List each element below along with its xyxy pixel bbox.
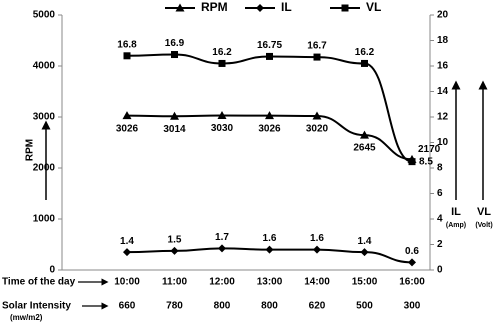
- solar-value: 780: [166, 301, 183, 312]
- point: [361, 59, 368, 67]
- point: [313, 245, 321, 254]
- y2-tick-label: 2: [437, 239, 443, 250]
- y-tick-label: 2000: [33, 163, 56, 174]
- y-tick-label: 1000: [33, 214, 56, 225]
- y-axis-label: RPM: [25, 139, 36, 161]
- data-label: 16.75: [257, 40, 282, 51]
- point: [218, 244, 226, 253]
- y-tick-label: 4000: [33, 61, 56, 72]
- point: [218, 59, 226, 67]
- y2-label: VL: [477, 206, 491, 218]
- x-tick-label: 15:00: [352, 277, 378, 288]
- point: [256, 4, 264, 12]
- data-label: 16.8: [117, 39, 137, 50]
- y2-tick-label: 10: [437, 137, 449, 148]
- point: [266, 52, 273, 60]
- data-label: 16.9: [165, 38, 185, 49]
- data-label: 1.6: [263, 233, 277, 244]
- y2-tick-label: 14: [437, 86, 449, 97]
- point: [360, 130, 369, 139]
- point: [122, 111, 132, 120]
- point: [217, 110, 227, 119]
- data-label: 8.5: [419, 156, 433, 167]
- point: [171, 51, 178, 59]
- point: [265, 245, 274, 254]
- y2-unit: (Amp): [446, 222, 466, 229]
- x-tick-label: 16:00: [399, 277, 425, 288]
- x-tick-label: 11:00: [162, 277, 187, 288]
- point: [408, 258, 416, 267]
- data-label: 3030: [211, 123, 234, 134]
- x-tick-label: 10:00: [114, 277, 140, 288]
- y2-unit: (Volt): [475, 222, 492, 229]
- solar-label: Solar Intensity: [2, 301, 71, 312]
- data-label: 2645: [353, 143, 376, 154]
- data-label: 3026: [258, 123, 281, 134]
- data-label: 1.4: [120, 236, 134, 247]
- solar-value: 800: [261, 301, 278, 312]
- y-tick-label: 5000: [33, 10, 56, 21]
- y-tick-label: 3000: [33, 112, 56, 123]
- y2-tick-label: 8: [437, 163, 443, 174]
- point: [265, 111, 274, 120]
- solar-value: 500: [356, 301, 373, 312]
- y2-label: IL: [451, 206, 461, 218]
- point: [312, 111, 322, 120]
- x-tick-label: 13:00: [257, 277, 283, 288]
- data-label: 1.6: [310, 233, 324, 244]
- point: [313, 53, 321, 61]
- data-label: 3026: [116, 123, 139, 134]
- data-label: 0.6: [405, 246, 419, 257]
- legend-label: VL: [366, 0, 381, 14]
- data-label: 3014: [163, 124, 186, 135]
- data-label: 3020: [306, 124, 329, 135]
- point: [170, 111, 179, 120]
- point: [341, 4, 349, 12]
- y-tick-label: 0: [49, 265, 55, 276]
- point: [408, 158, 416, 166]
- solar-unit: (mw/m2): [10, 313, 43, 322]
- data-label: 16.2: [212, 47, 232, 58]
- point: [360, 248, 369, 257]
- legend-label: RPM: [201, 0, 228, 14]
- solar-value: 660: [119, 301, 136, 312]
- legend-label: IL: [281, 0, 292, 14]
- y2-tick-label: 0: [437, 265, 443, 276]
- y2-tick-label: 12: [437, 112, 449, 123]
- solar-value: 620: [309, 301, 326, 312]
- y2-tick-label: 18: [437, 35, 449, 46]
- data-label: 2170: [418, 144, 441, 155]
- point: [175, 3, 185, 12]
- data-label: 16.7: [307, 41, 327, 52]
- x-tick-label: 14:00: [304, 277, 330, 288]
- point: [123, 248, 131, 257]
- y2-tick-label: 16: [437, 61, 449, 72]
- y2-tick-label: 4: [437, 214, 443, 225]
- point: [170, 246, 179, 255]
- data-label: 1.7: [215, 232, 229, 243]
- data-label: 16.2: [355, 47, 375, 58]
- data-label: 1.4: [358, 236, 372, 247]
- y2-tick-label: 20: [437, 10, 449, 21]
- point: [123, 52, 131, 60]
- y2-tick-label: 6: [437, 188, 443, 199]
- data-label: 1.5: [168, 235, 182, 246]
- time-label: Time of the day: [2, 277, 76, 288]
- solar-value: 800: [214, 301, 231, 312]
- x-tick-label: 12:00: [209, 277, 235, 288]
- solar-value: 300: [404, 301, 421, 312]
